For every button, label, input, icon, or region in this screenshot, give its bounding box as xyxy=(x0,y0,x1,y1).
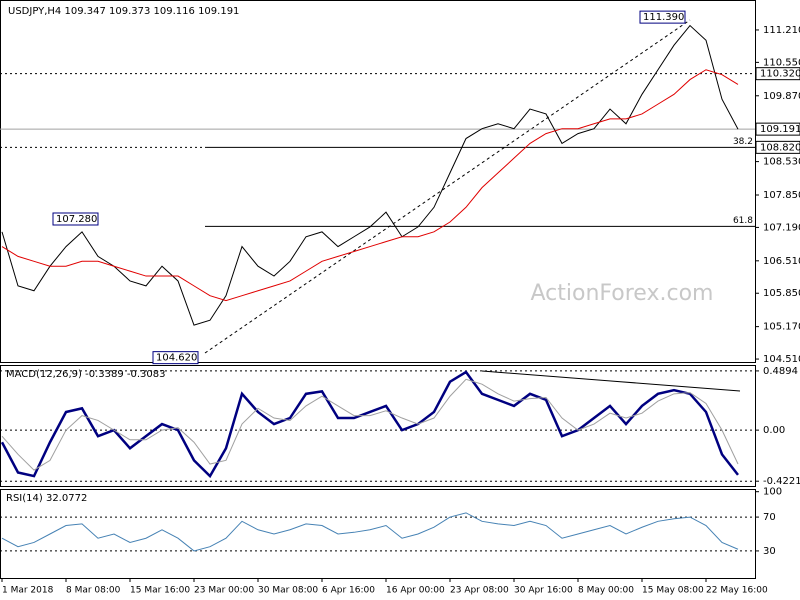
price-annotation xyxy=(152,351,199,365)
rsi-panel xyxy=(0,489,756,579)
price-marker xyxy=(755,140,800,154)
y-tick-label: 107.190 xyxy=(763,222,800,233)
x-tick-label: 30 Apr 16:00 xyxy=(514,586,573,596)
price-annotation-label: 107.280 xyxy=(56,214,97,225)
y-tick-label: 108.530 xyxy=(763,157,800,168)
price-marker xyxy=(755,122,800,136)
price-marker xyxy=(755,67,800,81)
price-marker-label: 110.320 xyxy=(760,69,800,80)
macd-panel xyxy=(0,365,756,487)
y-tick-label: 30 xyxy=(763,546,776,557)
y-tick-label: 105.170 xyxy=(763,322,800,333)
price-marker-label: 108.820 xyxy=(760,142,800,153)
y-tick-label: 106.510 xyxy=(763,256,800,267)
x-tick-label: 23 Mar 00:00 xyxy=(194,586,254,596)
series-line xyxy=(1,378,739,471)
x-tick-label: 22 May 16:00 xyxy=(706,586,768,596)
trend-line xyxy=(204,19,691,354)
price-annotation xyxy=(639,10,686,24)
series-line xyxy=(1,69,739,302)
x-tick-label: 30 Mar 08:00 xyxy=(258,586,318,596)
y-tick-label: 104.510 xyxy=(763,354,800,365)
x-tick-label: 8 Mar 08:00 xyxy=(66,586,121,596)
x-tick-label: 15 May 08:00 xyxy=(642,586,704,596)
y-tick-label: 105.850 xyxy=(763,288,800,299)
watermark: ActionForex.com xyxy=(531,281,714,306)
macd-title: MACD(12,26,9) -0.3389 -0.3083 xyxy=(6,369,166,380)
x-tick-label: 8 May 00:00 xyxy=(578,586,634,596)
fib-label: 38.2 xyxy=(733,137,753,147)
divergence-line xyxy=(481,370,741,392)
y-tick-label: 100 xyxy=(763,487,782,498)
y-tick-label: 70 xyxy=(763,512,776,523)
x-tick-label: 6 Apr 16:00 xyxy=(322,586,375,596)
price-annotation xyxy=(52,212,99,226)
price-marker-label: 109.191 xyxy=(760,124,800,135)
main-title: USDJPY,H4 109.347 109.373 109.116 109.19… xyxy=(8,6,239,17)
series-line xyxy=(0,370,739,479)
y-tick-label: 111.210 xyxy=(763,25,800,36)
x-tick-label: 1 Mar 2018 xyxy=(2,586,54,596)
y-tick-label: 109.870 xyxy=(763,91,800,102)
series-line xyxy=(1,24,739,326)
rsi-title: RSI(14) 32.0772 xyxy=(6,493,87,504)
series-line xyxy=(1,512,739,552)
y-tick-label: 0.00 xyxy=(763,425,785,436)
x-tick-label: 15 Mar 16:00 xyxy=(130,586,190,596)
y-tick-label: 110.550 xyxy=(763,57,800,68)
price-annotation-label: 111.390 xyxy=(643,12,684,23)
fib-label: 61.8 xyxy=(733,216,753,226)
y-tick-label: 0.4894 xyxy=(763,366,798,377)
y-tick-label: 107.850 xyxy=(763,190,800,201)
x-tick-label: 23 Apr 08:00 xyxy=(450,586,509,596)
main-panel xyxy=(0,0,756,363)
y-tick-label: -0.4221 xyxy=(763,476,800,487)
price-annotation-label: 104.620 xyxy=(156,353,197,364)
x-tick-label: 16 Apr 00:00 xyxy=(386,586,445,596)
